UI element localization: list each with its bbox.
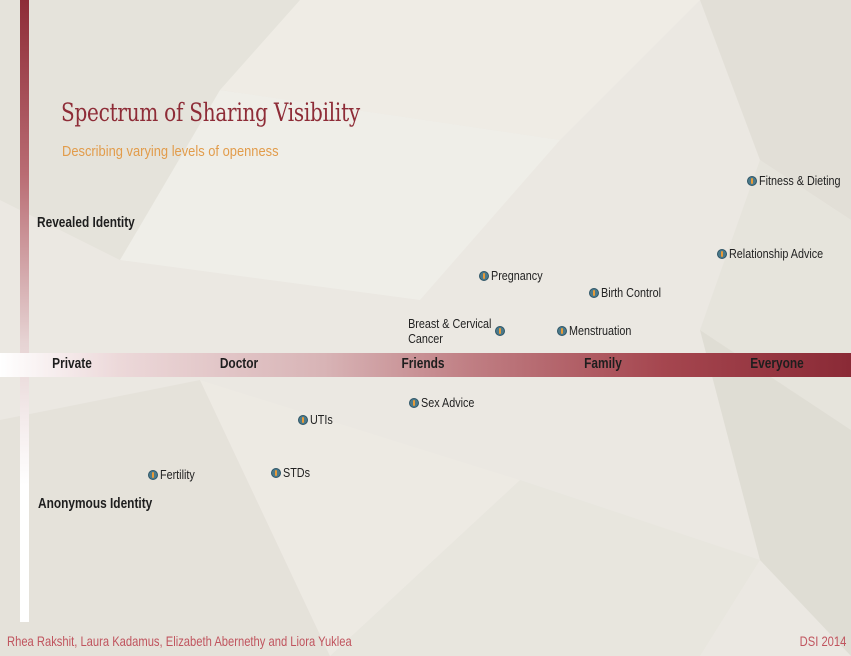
point-label: Menstruation xyxy=(568,322,632,338)
y-axis-bottom-label: Anonymous Identity xyxy=(38,496,153,512)
point-marker xyxy=(495,325,506,336)
point-marker xyxy=(479,270,490,281)
point-marker xyxy=(588,288,599,299)
point-marker xyxy=(717,249,728,260)
y-axis-top-label: Revealed Identity xyxy=(37,215,135,231)
point-marker xyxy=(271,467,282,478)
point-marker xyxy=(297,415,308,425)
point-label: Relationship Advice xyxy=(729,246,824,262)
x-tick-private: Private xyxy=(52,356,92,372)
point-label: Pregnancy xyxy=(491,267,544,283)
x-tick-friends: Friends xyxy=(401,356,445,372)
x-tick-family: Family xyxy=(583,356,622,372)
chart-subtitle: Describing varying levels of openness xyxy=(62,143,279,160)
x-tick-everyone: Everyone xyxy=(750,356,804,372)
point-label: Sex Advice xyxy=(420,394,475,410)
horizontal-visibility-axis xyxy=(0,353,851,377)
point-label: UTIs xyxy=(309,412,333,427)
chart-title: Spectrum of Sharing Visibility xyxy=(61,98,360,127)
footer-event: DSI 2014 xyxy=(799,633,846,649)
point-label: Fitness & Dieting xyxy=(759,173,841,188)
point-label: STDs xyxy=(283,464,311,480)
point-label: Birth Control xyxy=(600,285,661,301)
point-marker xyxy=(148,470,159,480)
x-tick-doctor: Doctor xyxy=(220,356,259,372)
point-label: Fertility xyxy=(160,467,195,482)
point-label: Breast & Cervical Cancer xyxy=(407,315,492,346)
footer-authors: Rhea Rakshit, Laura Kadamus, Elizabeth A… xyxy=(7,633,352,649)
vertical-identity-axis xyxy=(20,0,29,622)
point-marker xyxy=(747,176,758,186)
point-marker xyxy=(408,397,419,408)
point-marker xyxy=(556,325,567,336)
